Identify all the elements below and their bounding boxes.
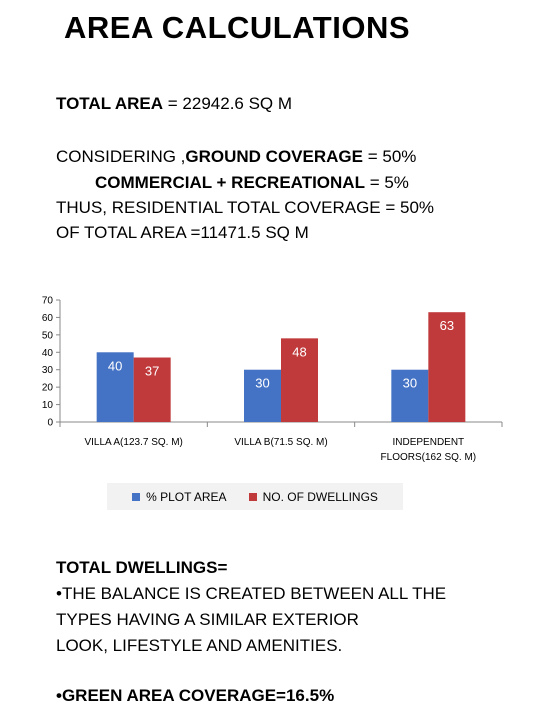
y-tick-label: 0 — [47, 418, 53, 429]
legend-swatch-dwellings — [248, 492, 257, 501]
bar-chart-svg: 0 10 20 30 40 50 60 70 40 37 VILLA A(123.7 SQ. M) 3… — [42, 296, 503, 463]
total-area-value: = 22942.6 SQ M — [163, 94, 293, 113]
total-dwellings-line: TOTAL DWELLINGS= — [56, 558, 228, 577]
considering-prefix: CONSIDERING , — [56, 147, 186, 166]
residential-coverage-line: THUS, RESIDENTIAL TOTAL COVERAGE = 50% — [56, 198, 435, 217]
bar-data-label: 63 — [440, 318, 454, 333]
total-area-line: TOTAL AREA = 22942.6 SQ M — [56, 94, 292, 114]
bar-dwellings — [133, 357, 171, 422]
bar-chart: 0 10 20 30 40 50 60 70 40 37 VILLA A(123.7 SQ. M) 3… — [30, 288, 510, 468]
y-tick-label: 60 — [42, 313, 54, 324]
x-category-label: INDEPENDENT — [392, 437, 464, 448]
bar-dwellings — [281, 338, 318, 422]
legend-label-plot-area: % PLOT AREA — [146, 489, 227, 504]
page-title: AREA CALCULATIONS — [64, 10, 411, 45]
balance-line-3: LOOK, LIFESTYLE AND AMENITIES. — [56, 636, 343, 655]
bar-dwellings — [428, 312, 466, 422]
x-category-label: VILLA A(123.7 SQ. M) — [84, 437, 182, 448]
bar-data-label: 37 — [145, 364, 159, 379]
commercial-label: COMMERCIAL + RECREATIONAL — [95, 173, 365, 192]
total-area-label: TOTAL AREA — [56, 94, 164, 113]
legend-item-dwellings: NO. OF DWELLINGS — [248, 489, 378, 504]
balance-line-1: •THE BALANCE IS CREATED BETWEEN ALL THE — [56, 584, 447, 603]
balance-line-2: TYPES HAVING A SIMILAR EXTERIOR — [56, 610, 359, 629]
ground-coverage-line: CONSIDERING ,GROUND COVERAGE = 50% — [56, 147, 416, 167]
ground-coverage-label: GROUND COVERAGE — [185, 147, 363, 166]
bar-plot-area — [96, 352, 134, 422]
legend-swatch-plot-area — [132, 492, 141, 501]
legend-item-plot-area: % PLOT AREA — [132, 489, 227, 504]
y-tick-label: 50 — [42, 330, 54, 341]
green-area-line: •GREEN AREA COVERAGE=16.5% — [56, 686, 335, 705]
bar-plot-area — [391, 369, 429, 422]
y-tick-label: 70 — [42, 296, 54, 307]
commercial-line: COMMERCIAL + RECREATIONAL = 5% — [95, 173, 409, 193]
y-tick-label: 30 — [42, 365, 54, 376]
legend-label-dwellings: NO. OF DWELLINGS — [262, 489, 378, 504]
commercial-value: = 5% — [364, 173, 409, 192]
x-category-label: FLOORS(162 SQ. M) — [381, 452, 477, 463]
bar-plot-area — [244, 369, 281, 422]
bar-data-label: 40 — [108, 358, 122, 373]
ground-coverage-value: = 50% — [362, 147, 417, 166]
chart-legend: % PLOT AREA NO. OF DWELLINGS — [107, 483, 403, 510]
x-category-label: VILLA B(71.5 SQ. M) — [234, 437, 327, 448]
bar-data-label: 30 — [403, 376, 417, 391]
bar-data-label: 48 — [292, 344, 306, 359]
y-tick-label: 20 — [42, 383, 54, 394]
y-tick-label: 10 — [42, 400, 54, 411]
of-total-area-line: OF TOTAL AREA =11471.5 SQ M — [56, 223, 309, 242]
y-tick-label: 40 — [42, 348, 54, 359]
bar-data-label: 30 — [255, 376, 269, 391]
